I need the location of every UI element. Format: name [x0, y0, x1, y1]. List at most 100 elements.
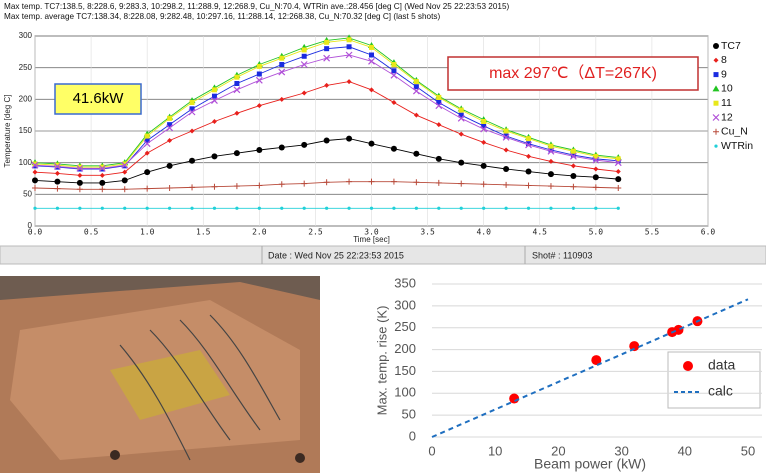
legend-marker [714, 144, 718, 148]
marker [324, 82, 330, 88]
marker [481, 119, 487, 124]
marker [233, 86, 241, 94]
x-tick-label: 6.0 [701, 228, 716, 237]
marker [458, 131, 464, 137]
marker [257, 206, 261, 210]
marker [592, 156, 600, 164]
legend-marker [712, 114, 720, 121]
wires [119, 314, 281, 461]
marker [167, 122, 173, 128]
marker [413, 79, 419, 85]
x-tick-label: 3.5 [420, 228, 435, 237]
legend-label: data [708, 357, 735, 373]
marker [391, 68, 397, 74]
marker [256, 147, 263, 153]
title: Max temp. TC7:138.5, 8:228.6, 9:283.3, 1… [4, 2, 509, 11]
point [509, 393, 520, 404]
marker [324, 46, 330, 52]
marker [458, 112, 464, 118]
hole [295, 453, 305, 463]
marker [256, 71, 262, 77]
marker [615, 156, 621, 162]
y-tick-label: 200 [19, 94, 33, 103]
marker [346, 178, 353, 185]
marker [144, 185, 151, 192]
y-tick-label: 100 [394, 385, 416, 400]
marker [211, 97, 218, 105]
marker [481, 139, 487, 145]
marker [391, 100, 397, 105]
marker [302, 206, 306, 210]
marker [458, 159, 465, 166]
marker [413, 84, 419, 90]
marker [323, 179, 330, 186]
y-tick-label: 300 [394, 297, 416, 312]
marker [547, 147, 555, 155]
marker [390, 145, 397, 152]
marker [54, 185, 61, 192]
marker [616, 206, 620, 210]
marker [347, 206, 351, 210]
marker [436, 94, 442, 100]
marker [32, 177, 38, 184]
marker [190, 206, 194, 210]
marker [345, 51, 353, 59]
legend-label: 11 [721, 97, 732, 109]
marker [614, 159, 622, 167]
marker [482, 206, 486, 210]
marker [189, 157, 196, 164]
marker [369, 52, 374, 58]
x-tick-label: 40 [678, 443, 692, 458]
marker [256, 63, 262, 69]
marker [525, 141, 532, 149]
point [673, 324, 684, 335]
marker [593, 153, 599, 159]
marker [189, 106, 195, 112]
marker [504, 206, 508, 210]
x-tick-label: 2.0 [252, 228, 267, 237]
y-tick-label: 300 [19, 31, 33, 40]
target [110, 350, 230, 420]
marker [211, 153, 218, 160]
marker [121, 161, 129, 169]
photo [0, 276, 320, 473]
y-tick-label: 250 [19, 63, 33, 72]
legend-box [667, 351, 761, 409]
marker [144, 169, 151, 176]
marker [121, 186, 128, 193]
legend-marker [713, 100, 719, 106]
marker [526, 136, 532, 142]
marker [301, 90, 307, 96]
marker [77, 164, 83, 170]
marker [211, 93, 217, 99]
marker [123, 206, 127, 210]
marker [301, 53, 307, 59]
x-tick-label: 2.5 [308, 228, 323, 237]
marker [436, 122, 442, 128]
marker [615, 169, 621, 175]
marker [145, 206, 149, 210]
marker [54, 170, 60, 176]
marker [369, 206, 374, 210]
legend-marker [712, 85, 720, 92]
marker [99, 179, 106, 186]
marker [458, 107, 464, 113]
x-tick-label: 5.5 [645, 228, 660, 237]
marker [548, 147, 554, 153]
marker [78, 206, 82, 210]
marker [55, 206, 60, 210]
marker [435, 179, 442, 186]
marker [391, 62, 397, 67]
marker [413, 112, 419, 118]
y-tick-label: 150 [19, 126, 33, 135]
x-tick-label: 4.0 [476, 228, 491, 237]
x-tick-label: 20 [551, 443, 565, 458]
point [629, 341, 640, 352]
marker [235, 206, 239, 210]
marker [458, 180, 465, 187]
marker [369, 87, 374, 93]
marker [256, 103, 262, 109]
marker [346, 44, 352, 50]
y-axis-label: Max. temp. rise (K) [374, 306, 389, 416]
legend-marker [713, 72, 719, 78]
